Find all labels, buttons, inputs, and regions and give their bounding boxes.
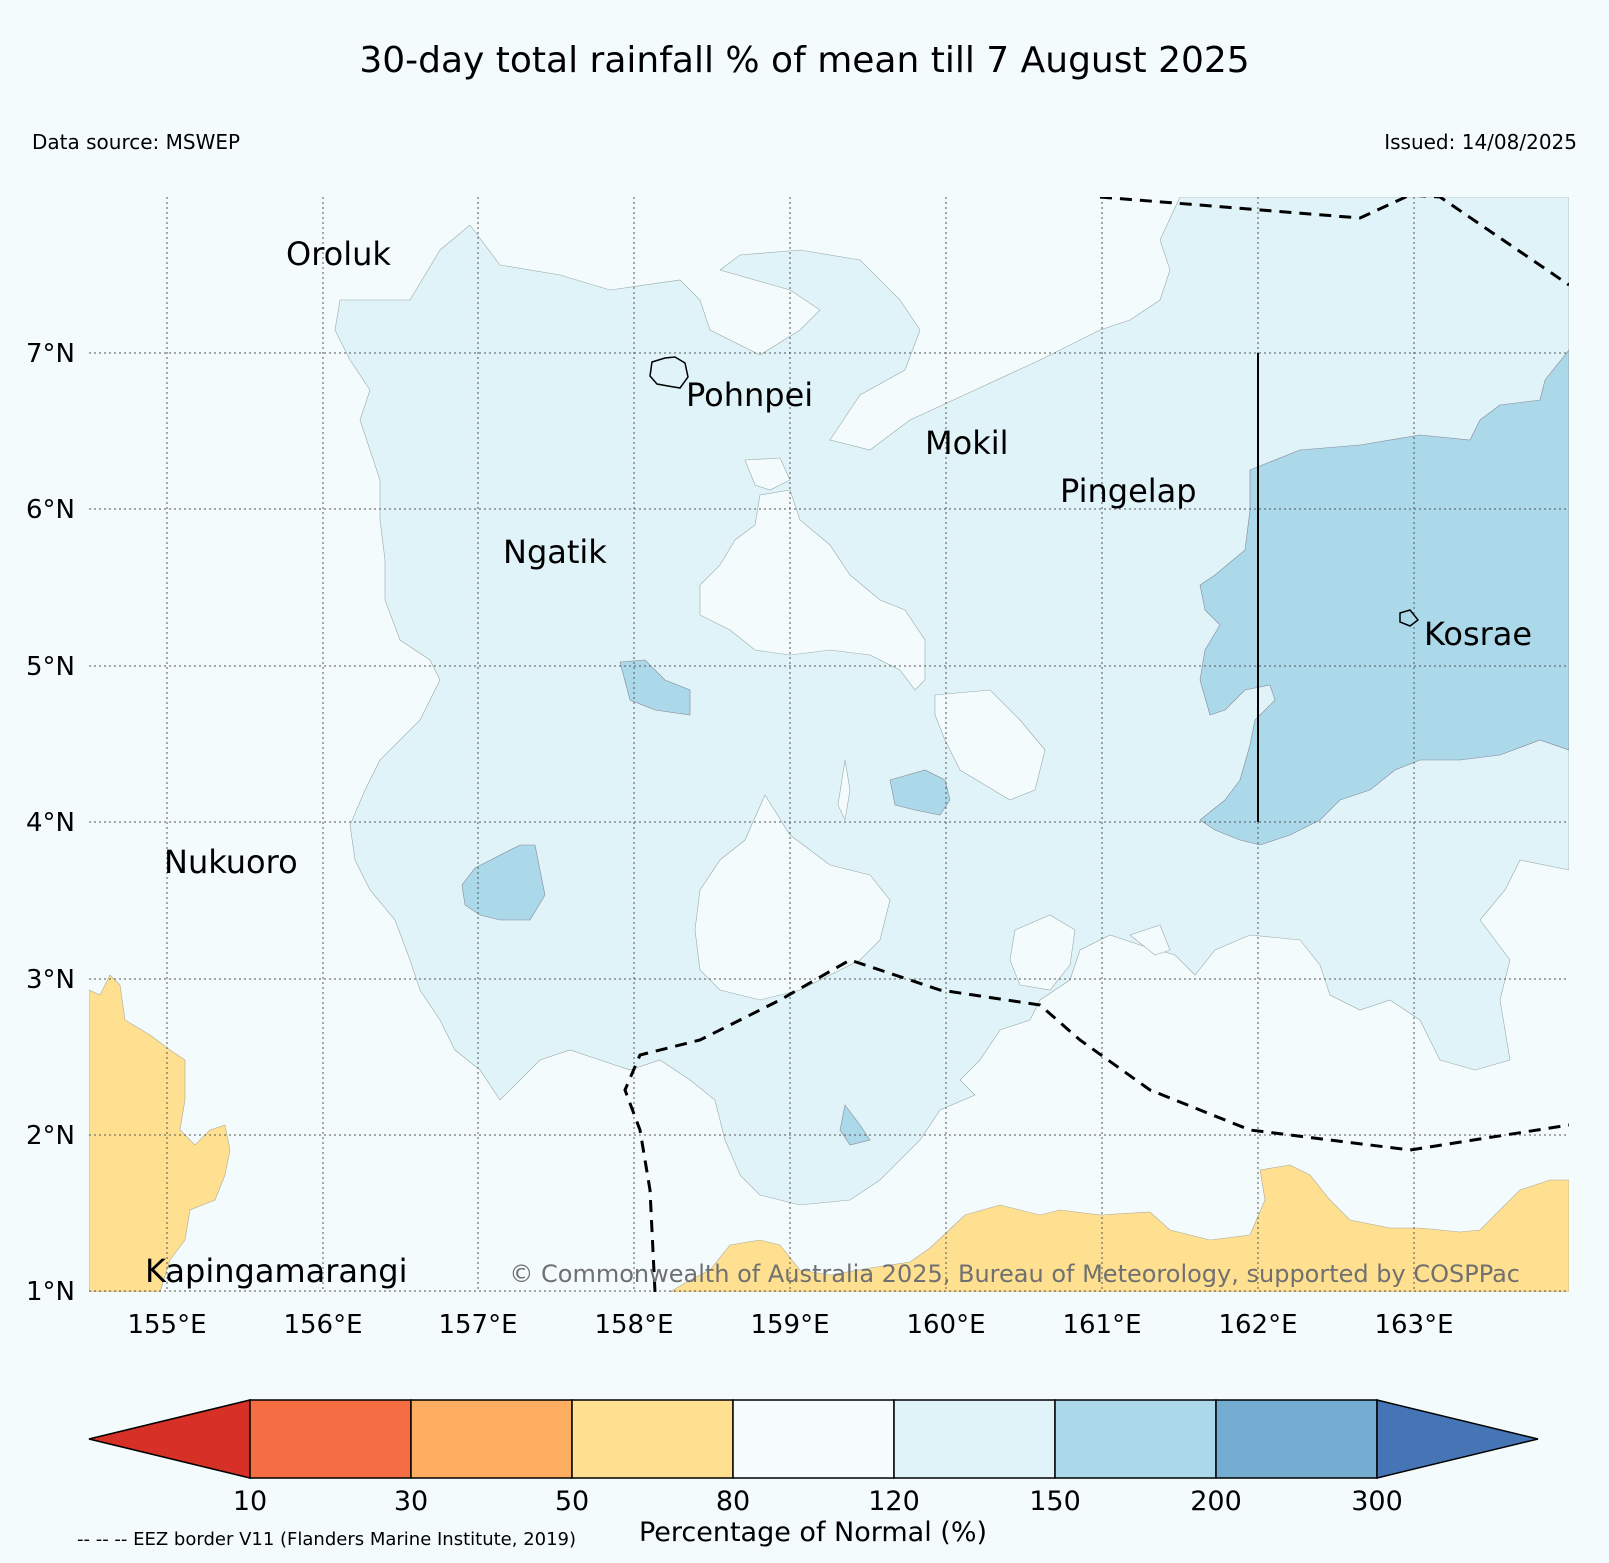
rain-contour-150-200-a bbox=[461, 844, 546, 921]
eez-border-note: -- -- -- EEZ border V11 (Flanders Marine… bbox=[77, 1529, 576, 1550]
rain-contour-80-120-hole-c bbox=[934, 689, 1046, 801]
rain-contour-50-80-south bbox=[669, 1164, 1569, 1292]
kosrae-island bbox=[1399, 609, 1420, 627]
place-labels: Oroluk Pohnpei Mokil Pingelap Ngatik Kos… bbox=[145, 235, 1532, 1290]
rain-contour-150-200-b bbox=[619, 659, 691, 716]
map-title: 30-day total rainfall % of mean till 7 A… bbox=[359, 40, 1250, 81]
pohnpei-island bbox=[649, 356, 689, 389]
colorbar-swatch-50-80 bbox=[571, 1399, 734, 1479]
colorbar-swatch-10-30 bbox=[249, 1399, 412, 1479]
colorbar-tick-label: 150 bbox=[1029, 1486, 1081, 1517]
lon-tick-label: 156°E bbox=[283, 1310, 362, 1340]
data-source-label: Data source: MSWEP bbox=[32, 130, 241, 154]
lon-tick-label: 161°E bbox=[1062, 1310, 1141, 1340]
colorbar bbox=[88, 1399, 1539, 1479]
lon-tick-label: 157°E bbox=[438, 1310, 517, 1340]
colorbar-swatch-200-300 bbox=[1215, 1399, 1378, 1479]
rain-contour-80-120-hole-g bbox=[837, 759, 851, 822]
map-panel bbox=[89, 197, 1569, 1292]
lat-tick-label: 3°N bbox=[26, 965, 75, 995]
colorbar-title: Percentage of Normal (%) bbox=[639, 1517, 987, 1548]
issued-date-label: Issued: 14/08/2025 bbox=[1384, 130, 1577, 154]
colorbar-swatch-above-300 bbox=[1376, 1399, 1539, 1479]
place-label-nukuoro: Nukuoro bbox=[164, 843, 298, 881]
lon-tick-label: 162°E bbox=[1218, 1310, 1297, 1340]
lon-tick-label: 163°E bbox=[1374, 1310, 1453, 1340]
lat-tick-label: 5°N bbox=[26, 652, 75, 682]
colorbar-swatch-120-150 bbox=[893, 1399, 1056, 1479]
rain-contour-50-80-west bbox=[89, 974, 231, 1292]
rain-contour-80-120-hole-a bbox=[699, 489, 926, 691]
rain-contour-80-120-hole-e bbox=[1009, 914, 1076, 991]
place-label-pohnpei: Pohnpei bbox=[686, 376, 813, 414]
colorbar-tick-label: 300 bbox=[1351, 1486, 1403, 1517]
colorbar-tick-label: 10 bbox=[233, 1486, 267, 1517]
rain-contour-80-120-hole-b bbox=[744, 457, 791, 491]
colorbar-swatch-below-10 bbox=[88, 1399, 251, 1479]
place-label-pingelap: Pingelap bbox=[1060, 472, 1197, 510]
colorbar-tick-label: 30 bbox=[394, 1486, 428, 1517]
rain-contour-150-200-kosrae bbox=[1199, 349, 1569, 846]
colorbar-ticks: 10 30 50 80 120 150 200 300 bbox=[233, 1486, 1403, 1517]
lat-tick-label: 2°N bbox=[26, 1121, 75, 1151]
rain-contour-150-200-d bbox=[839, 1104, 871, 1146]
eez-border bbox=[623, 197, 1569, 1292]
lon-tick-label: 159°E bbox=[750, 1310, 829, 1340]
colorbar-tick-label: 200 bbox=[1190, 1486, 1242, 1517]
graticule bbox=[89, 197, 1569, 1292]
lat-tick-label: 4°N bbox=[26, 808, 75, 838]
rain-contour-80-120-hole-f bbox=[1129, 924, 1171, 956]
latitude-labels: 7°N 6°N 5°N 4°N 3°N 2°N 1°N bbox=[26, 339, 75, 1307]
colorbar-tick-label: 80 bbox=[716, 1486, 750, 1517]
place-label-kapingamarangi: Kapingamarangi bbox=[145, 1252, 407, 1290]
lon-tick-label: 160°E bbox=[906, 1310, 985, 1340]
colorbar-swatch-150-200 bbox=[1054, 1399, 1217, 1479]
rain-contour-150-200-c bbox=[889, 769, 951, 816]
copyright-notice: © Commonwealth of Australia 2025, Bureau… bbox=[509, 1260, 1520, 1288]
place-label-kosrae: Kosrae bbox=[1424, 615, 1532, 653]
lat-tick-label: 7°N bbox=[26, 339, 75, 369]
rain-contour-80-120-hole-d bbox=[694, 794, 891, 1001]
colorbar-tick-label: 120 bbox=[868, 1486, 920, 1517]
place-label-mokil: Mokil bbox=[925, 424, 1009, 462]
place-label-oroluk: Oroluk bbox=[286, 235, 391, 273]
longitude-labels: 155°E 156°E 157°E 158°E 159°E 160°E 161°… bbox=[127, 1310, 1453, 1340]
lon-tick-label: 155°E bbox=[127, 1310, 206, 1340]
colorbar-swatch-30-50 bbox=[410, 1399, 573, 1479]
colorbar-tick-label: 50 bbox=[555, 1486, 589, 1517]
lat-tick-label: 1°N bbox=[26, 1277, 75, 1307]
colorbar-swatch-80-120 bbox=[732, 1399, 895, 1479]
lat-tick-label: 6°N bbox=[26, 495, 75, 525]
lon-tick-label: 158°E bbox=[594, 1310, 673, 1340]
place-label-ngatik: Ngatik bbox=[503, 533, 607, 571]
